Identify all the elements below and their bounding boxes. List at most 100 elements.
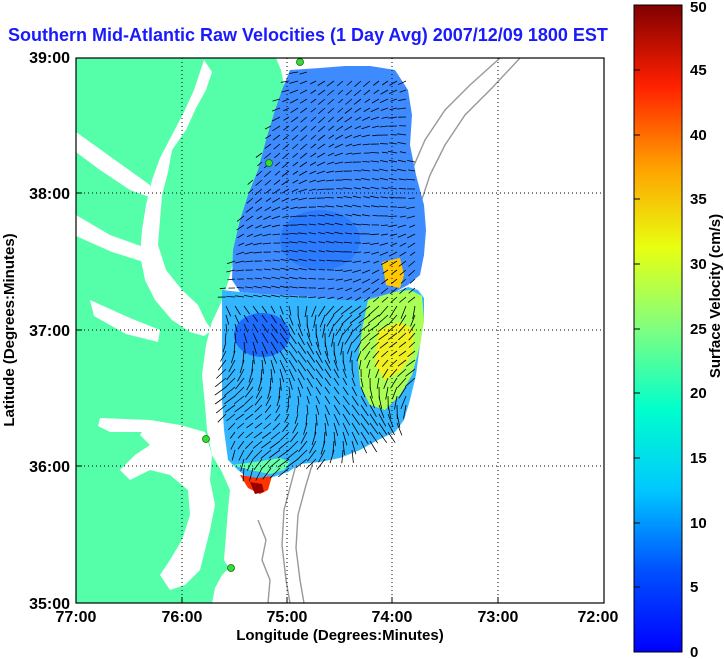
velocity-vector <box>288 440 299 451</box>
velocity-vector <box>319 259 326 262</box>
velocity-vector <box>370 205 380 208</box>
velocity-vector <box>342 368 347 379</box>
velocity-vector <box>361 186 371 190</box>
velocity-vector <box>272 233 281 236</box>
velocity-vector <box>257 161 263 167</box>
velocity-vector <box>282 134 290 141</box>
velocity-vector <box>381 80 389 86</box>
velocity-vector <box>245 242 254 246</box>
velocity-vector <box>389 260 398 267</box>
velocity-vector <box>255 467 263 481</box>
velocity-vector <box>361 178 371 181</box>
velocity-vector <box>399 242 407 247</box>
velocity-vector <box>388 187 398 190</box>
velocity-vector <box>366 359 371 369</box>
velocity-vector <box>359 323 371 333</box>
velocity-vector <box>270 368 273 383</box>
velocity-vector <box>244 251 254 255</box>
velocity-vector <box>378 413 387 427</box>
velocity-vector <box>308 215 317 217</box>
velocity-vector <box>318 116 326 124</box>
velocity-vector <box>272 259 281 262</box>
velocity-vector <box>399 269 407 276</box>
velocity-vector <box>263 268 272 271</box>
velocity-vector <box>261 323 269 333</box>
velocity-vector <box>316 179 326 183</box>
velocity-vector <box>252 314 259 323</box>
velocity-vector <box>335 323 344 337</box>
x-tick-label: 74:00 <box>372 609 413 626</box>
velocity-vector <box>400 278 407 284</box>
velocity-vector <box>379 98 389 104</box>
velocity-vector <box>372 169 380 172</box>
y-tick-label: 35:00 <box>29 596 70 613</box>
velocity-vector <box>399 151 407 154</box>
velocity-vector <box>387 314 398 326</box>
velocity-vector <box>341 314 353 325</box>
velocity-vector <box>273 143 281 150</box>
velocity-vector <box>379 251 389 256</box>
velocity-vector <box>345 214 353 217</box>
velocity-vector <box>372 134 380 137</box>
velocity-vector <box>274 152 281 159</box>
velocity-vector <box>289 71 299 74</box>
velocity-vector <box>244 386 254 398</box>
velocity-vector <box>362 143 371 146</box>
velocity-vector <box>289 98 299 104</box>
velocity-vector <box>289 286 299 289</box>
velocity-vector <box>228 359 236 372</box>
velocity-vector <box>276 395 281 407</box>
velocity-vector <box>328 134 335 140</box>
velocity-vector <box>342 386 349 396</box>
velocity-vector <box>270 431 281 440</box>
colorbar: 0 5 10 15 20 25 30 35 40 45 50 Surface V… <box>633 0 724 659</box>
velocity-vector <box>370 341 380 350</box>
velocity-vector <box>235 295 245 298</box>
velocity-vector <box>235 269 245 272</box>
velocity-vector <box>337 107 344 113</box>
velocity-vector <box>298 277 308 280</box>
velocity-vector <box>280 259 290 262</box>
velocity-vector <box>240 458 245 472</box>
velocity-vector <box>364 98 371 103</box>
velocity-vector <box>283 116 290 121</box>
velocity-vector <box>355 116 362 121</box>
velocity-vector <box>397 133 407 136</box>
velocity-vector <box>228 422 236 431</box>
velocity-vector <box>399 296 407 303</box>
velocity-vector <box>271 285 281 289</box>
velocity-vector <box>279 368 285 383</box>
velocity-vector <box>380 89 389 95</box>
figure-title: Southern Mid-Atlantic Raw Velocities (1 … <box>8 25 608 45</box>
velocity-vector <box>243 323 249 333</box>
velocity-vector <box>308 188 317 191</box>
velocity-vector <box>388 150 398 154</box>
velocity-vector <box>342 413 351 426</box>
velocity-vector <box>397 80 407 86</box>
velocity-vector <box>237 368 245 382</box>
velocity-vector <box>344 107 353 114</box>
velocity-vector <box>358 305 371 315</box>
colorbar-tick-label: 5 <box>690 579 698 596</box>
velocity-vector <box>279 359 287 373</box>
velocity-vector <box>344 232 353 235</box>
velocity-vector <box>245 449 254 461</box>
velocity-vector <box>361 125 371 130</box>
velocity-vector <box>299 80 308 85</box>
velocity-vector <box>262 285 272 289</box>
velocity-vector <box>316 170 326 175</box>
velocity-vector <box>363 80 371 88</box>
velocity-vector <box>289 89 299 94</box>
velocity-vector <box>294 413 299 424</box>
velocity-vector <box>396 422 403 436</box>
y-tick-label: 38:00 <box>29 186 70 203</box>
velocity-vector <box>387 422 395 436</box>
velocity-vector <box>288 341 298 354</box>
velocity-vector <box>363 107 371 112</box>
velocity-vector <box>390 242 398 247</box>
velocity-vector <box>333 431 336 446</box>
velocity-vector <box>234 332 237 343</box>
velocity-vector <box>336 196 344 199</box>
velocity-vector <box>328 125 335 131</box>
velocity-vector <box>298 440 308 453</box>
